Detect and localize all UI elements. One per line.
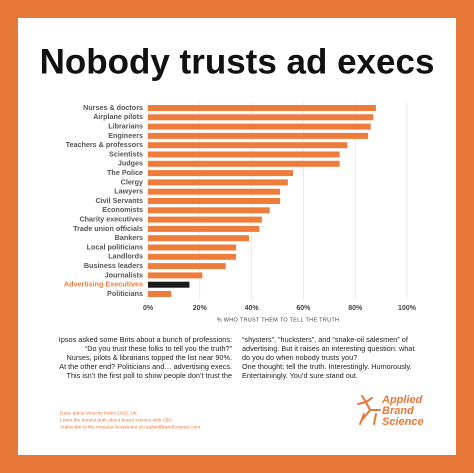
y-tick-label: Scientists (109, 149, 143, 158)
y-tick-label: The Police (107, 168, 143, 177)
y-tick-label: Nurses & doctors (83, 103, 143, 112)
y-tick-label: Bankers (115, 233, 143, 242)
bar (148, 114, 374, 121)
x-tick-label: 60% (296, 305, 311, 312)
bar (148, 272, 203, 279)
bar (148, 281, 190, 288)
bar (148, 244, 237, 251)
bar (148, 170, 294, 177)
y-tick-label: Lawyers (114, 187, 143, 196)
paragraph-line: This isn’t the first poll to show people… (67, 371, 232, 380)
bar (148, 216, 262, 223)
x-tick-label: 80% (348, 305, 363, 312)
y-tick-label: Business leaders (84, 261, 143, 270)
bar (148, 253, 237, 260)
bar (148, 123, 371, 130)
x-axis-label: % WHO TRUST THEM TO TELL THE TRUTH (217, 317, 340, 323)
paragraph-line: advertising. But it raises an interestin… (242, 344, 414, 353)
bar (148, 188, 281, 195)
paragraph-line: “Do you trust these folks to tell you th… (85, 344, 233, 353)
paragraph-line: “shysters”, “hucksters”, and “snake-oil … (242, 335, 409, 344)
bar (148, 291, 172, 297)
bar (148, 105, 376, 111)
x-tick-label: 40% (245, 305, 260, 312)
paragraph-line: One thought; tell the truth. Interesting… (242, 362, 412, 371)
y-tick-label: Journalists (105, 270, 143, 279)
paragraph-line: Ipsos asked some Brits about a bunch of … (59, 335, 232, 344)
x-tick-label: 20% (193, 305, 208, 312)
y-tick-label: Economists (102, 205, 143, 214)
logo-text: Applied (381, 394, 423, 406)
y-tick-label: Charity executives (79, 215, 143, 224)
y-tick-label: Librarians (108, 122, 143, 131)
y-tick-label: Judges (118, 159, 143, 168)
bar (148, 151, 340, 158)
y-tick-label: Clergy (121, 177, 143, 186)
y-tick-label: Engineers (108, 131, 143, 140)
x-tick-label: 0% (143, 305, 154, 312)
bar (148, 160, 340, 167)
bar (148, 132, 369, 139)
y-tick-label: Local politicians (87, 242, 143, 251)
chart-title: Nobody trusts ad execs (40, 42, 435, 81)
y-tick-label: Advertising Executives (64, 280, 143, 289)
paragraph-line: do you do when nobody trusts you? (242, 353, 357, 362)
footnote: Subscribe to the irregular Newsletter at… (60, 424, 200, 430)
logo-text: Science (382, 416, 424, 428)
bar (148, 198, 281, 204)
bar (148, 179, 288, 186)
logo-icon (357, 395, 381, 425)
bar (148, 142, 348, 149)
bar (148, 207, 270, 214)
bar (148, 235, 250, 242)
y-tick-label: Airplane pilots (93, 112, 143, 121)
paragraph-line: Nurses, pilots & librarians topped the l… (67, 353, 232, 362)
logo-text: Brand (382, 405, 414, 417)
footnote: Data: Ipsos Veracity Index 2023, UK (60, 410, 138, 416)
x-tick-label: 100% (398, 305, 417, 312)
bar (148, 225, 260, 232)
footnote: Learn the honest truth about brand scien… (60, 417, 172, 423)
y-tick-label: Landlords (108, 252, 143, 261)
paragraph-line: At the other end? Politicians and… adver… (59, 362, 232, 371)
y-tick-label: Trade union officials (73, 224, 143, 233)
y-tick-label: Teachers & professors (66, 140, 143, 149)
y-tick-label: Civil Servants (95, 196, 143, 205)
bar (148, 263, 226, 270)
y-tick-label: Politicians (107, 289, 143, 298)
paragraph-line: Entertainingly. You’d sure stand out. (242, 371, 358, 380)
